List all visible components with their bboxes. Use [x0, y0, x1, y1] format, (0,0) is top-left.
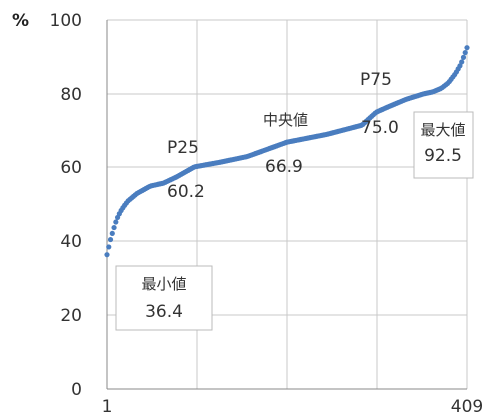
y-unit-label: %: [12, 11, 29, 31]
data-point: [104, 252, 110, 258]
y-tick-label: 0: [71, 380, 82, 400]
data-point: [111, 224, 117, 231]
y-tick-label: 100: [50, 11, 82, 31]
median-label: 中央値: [263, 111, 308, 129]
p25-label: P25: [167, 138, 199, 158]
data-points: [104, 45, 470, 258]
p25-value: 60.2: [167, 182, 205, 202]
p75-value: 75.0: [361, 118, 399, 138]
p75-label: P75: [360, 70, 392, 90]
y-tick-label: 20: [60, 306, 82, 326]
data-point: [109, 230, 115, 237]
x-tick-label: 409: [451, 397, 483, 417]
y-tick-label: 40: [60, 232, 82, 252]
max-label: 最大値: [420, 121, 465, 139]
x-tick-label: 1: [102, 397, 113, 417]
data-point: [107, 236, 114, 243]
data-point: [462, 49, 468, 56]
gridlines: [107, 19, 468, 389]
y-tick-label: 80: [60, 85, 82, 105]
min-box: [115, 265, 213, 331]
min-value: 36.4: [145, 302, 183, 322]
data-point: [113, 219, 119, 225]
max-value: 92.5: [424, 146, 462, 166]
data-point: [459, 59, 465, 65]
data-point: [460, 54, 467, 60]
y-tick-label: 60: [60, 158, 82, 178]
min-annotation-box: 最小値 36.4: [115, 265, 213, 331]
max-box: [413, 111, 474, 179]
data-point: [464, 45, 470, 51]
min-label: 最小値: [141, 275, 186, 293]
median-value: 66.9: [265, 157, 303, 177]
max-annotation-box: 最大値 92.5: [413, 111, 474, 179]
data-point: [106, 244, 112, 250]
